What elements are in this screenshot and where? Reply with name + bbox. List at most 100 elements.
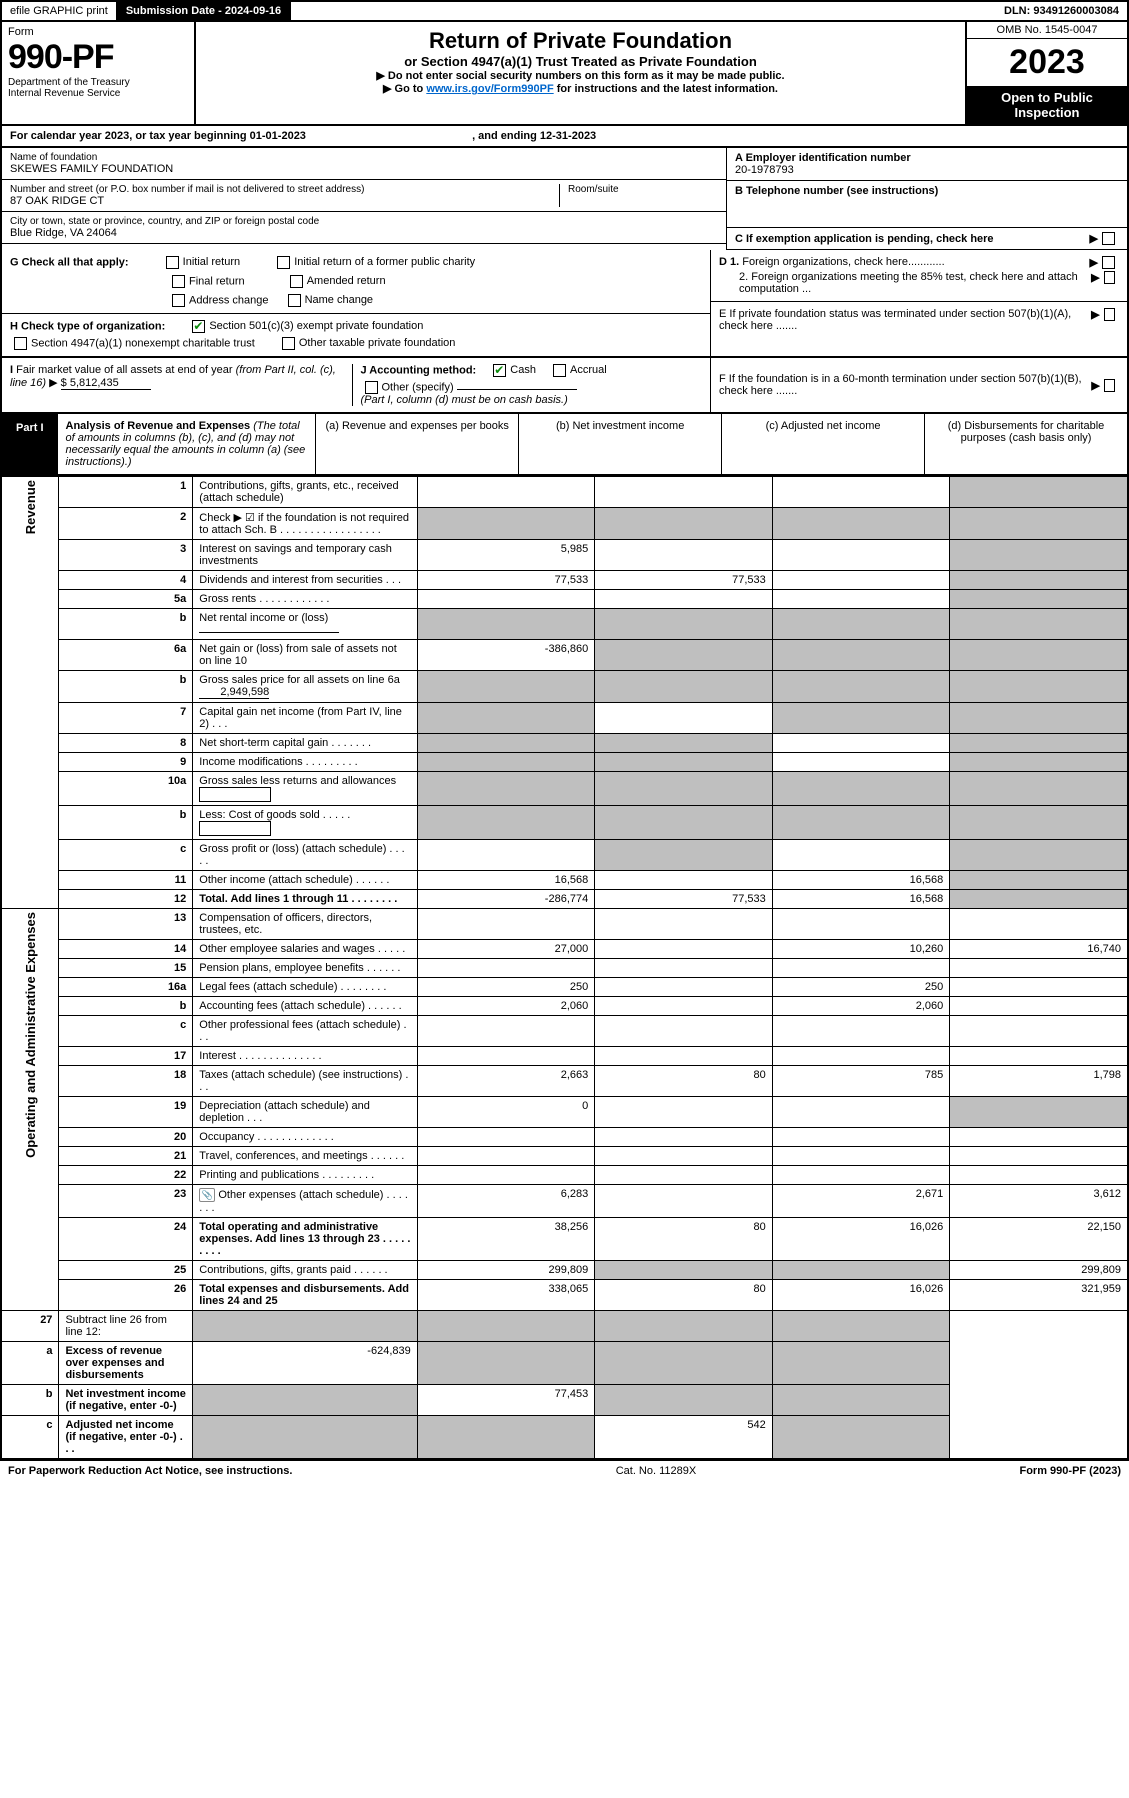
table-cell: 0	[417, 1097, 595, 1128]
table-cell	[595, 753, 773, 772]
col-a-header: (a) Revenue and expenses per books	[315, 414, 518, 474]
c-label: C If exemption application is pending, c…	[735, 233, 994, 245]
omb-number: OMB No. 1545-0047	[967, 22, 1127, 39]
j-accrual-checkbox[interactable]	[553, 364, 566, 377]
table-cell: 14	[59, 940, 193, 959]
table-cell	[417, 1047, 595, 1066]
j-cash-checkbox[interactable]	[493, 364, 506, 377]
table-row: 8Net short-term capital gain . . . . . .…	[1, 734, 1128, 753]
table-cell	[950, 772, 1128, 806]
table-cell	[595, 1016, 773, 1047]
table-cell	[417, 909, 595, 940]
city-state-zip: Blue Ridge, VA 24064	[10, 227, 718, 239]
table-cell: 16,568	[772, 890, 950, 909]
table-cell	[595, 1097, 773, 1128]
table-cell	[595, 703, 773, 734]
table-cell	[417, 734, 595, 753]
table-cell: Gross rents . . . . . . . . . . . .	[193, 590, 417, 609]
table-cell	[417, 1342, 595, 1385]
g-initial-checkbox[interactable]	[166, 256, 179, 269]
table-cell: 2,663	[417, 1066, 595, 1097]
calendar-year-row: For calendar year 2023, or tax year begi…	[0, 126, 1129, 148]
g-amended-checkbox[interactable]	[290, 275, 303, 288]
table-cell: 15	[59, 959, 193, 978]
table-cell: 19	[59, 1097, 193, 1128]
table-cell: Taxes (attach schedule) (see instruction…	[193, 1066, 417, 1097]
d1-checkbox[interactable]	[1102, 256, 1115, 269]
dln: DLN: 93491260003084	[996, 2, 1127, 20]
side-label: Operating and Administrative Expenses	[1, 909, 59, 1311]
table-cell	[950, 959, 1128, 978]
table-cell: 4	[59, 571, 193, 590]
table-row: bNet rental income or (loss)	[1, 609, 1128, 640]
g-final-checkbox[interactable]	[172, 275, 185, 288]
table-cell	[772, 609, 950, 640]
table-cell	[950, 1166, 1128, 1185]
table-cell	[772, 1097, 950, 1128]
table-cell	[950, 671, 1128, 703]
g-initial: Initial return	[183, 256, 240, 268]
e-checkbox[interactable]	[1104, 308, 1115, 321]
table-cell	[950, 806, 1128, 840]
table-cell	[772, 1261, 950, 1280]
table-cell	[772, 703, 950, 734]
col-b-header: (b) Net investment income	[518, 414, 721, 474]
table-cell	[950, 540, 1128, 571]
table-cell: Gross sales price for all assets on line…	[193, 671, 417, 703]
table-cell: Contributions, gifts, grants paid . . . …	[193, 1261, 417, 1280]
form-subtitle: or Section 4947(a)(1) Trust Treated as P…	[206, 54, 955, 69]
table-row: 25Contributions, gifts, grants paid . . …	[1, 1261, 1128, 1280]
h-4947-checkbox[interactable]	[14, 337, 27, 350]
table-row: 15Pension plans, employee benefits . . .…	[1, 959, 1128, 978]
table-cell: 5,985	[417, 540, 595, 571]
table-cell	[950, 890, 1128, 909]
table-cell	[772, 1147, 950, 1166]
table-cell: -624,839	[193, 1342, 417, 1385]
table-cell: a	[1, 1342, 59, 1385]
j-cash: Cash	[510, 364, 536, 376]
table-cell: Net gain or (loss) from sale of assets n…	[193, 640, 417, 671]
table-cell: 77,533	[417, 571, 595, 590]
table-row: 22Printing and publications . . . . . . …	[1, 1166, 1128, 1185]
table-cell: Total. Add lines 1 through 11 . . . . . …	[193, 890, 417, 909]
form-link[interactable]: www.irs.gov/Form990PF	[426, 83, 553, 95]
part-1-title: Analysis of Revenue and Expenses	[66, 420, 251, 432]
table-cell: 11	[59, 871, 193, 890]
table-cell	[417, 959, 595, 978]
h-other-checkbox[interactable]	[282, 337, 295, 350]
table-row: 14Other employee salaries and wages . . …	[1, 940, 1128, 959]
table-cell: Dividends and interest from securities .…	[193, 571, 417, 590]
table-cell	[417, 1016, 595, 1047]
table-cell: Interest on savings and temporary cash i…	[193, 540, 417, 571]
table-cell: Contributions, gifts, grants, etc., rece…	[193, 477, 417, 508]
table-cell: Net short-term capital gain . . . . . . …	[193, 734, 417, 753]
g-name-checkbox[interactable]	[288, 294, 301, 307]
table-cell	[772, 640, 950, 671]
col-d-header: (d) Disbursements for charitable purpose…	[924, 414, 1127, 474]
table-row: Revenue1Contributions, gifts, grants, et…	[1, 477, 1128, 508]
table-cell	[417, 590, 595, 609]
g-label: G Check all that apply:	[10, 256, 129, 268]
table-row: bAccounting fees (attach schedule) . . .…	[1, 997, 1128, 1016]
e-label: E If private foundation status was termi…	[719, 308, 1091, 332]
table-cell: 1	[59, 477, 193, 508]
table-cell	[417, 703, 595, 734]
table-cell: 5a	[59, 590, 193, 609]
h-501-checkbox[interactable]	[192, 320, 205, 333]
h-label: H Check type of organization:	[10, 320, 165, 332]
part-1-tab: Part I	[2, 414, 58, 474]
table-cell	[772, 590, 950, 609]
d2-checkbox[interactable]	[1104, 271, 1115, 284]
table-row: 10aGross sales less returns and allowanc…	[1, 772, 1128, 806]
attachment-icon[interactable]: 📎	[199, 1188, 215, 1202]
form-title: Return of Private Foundation	[206, 28, 955, 54]
table-cell	[595, 871, 773, 890]
f-checkbox[interactable]	[1104, 379, 1115, 392]
table-cell: 1,798	[950, 1066, 1128, 1097]
table-cell: Net investment income (if negative, ente…	[59, 1385, 193, 1416]
g-addr-checkbox[interactable]	[172, 294, 185, 307]
j-other-checkbox[interactable]	[365, 381, 378, 394]
d2-label: 2. Foreign organizations meeting the 85%…	[719, 271, 1119, 295]
c-checkbox[interactable]	[1102, 232, 1115, 245]
g-initial-former-checkbox[interactable]	[277, 256, 290, 269]
